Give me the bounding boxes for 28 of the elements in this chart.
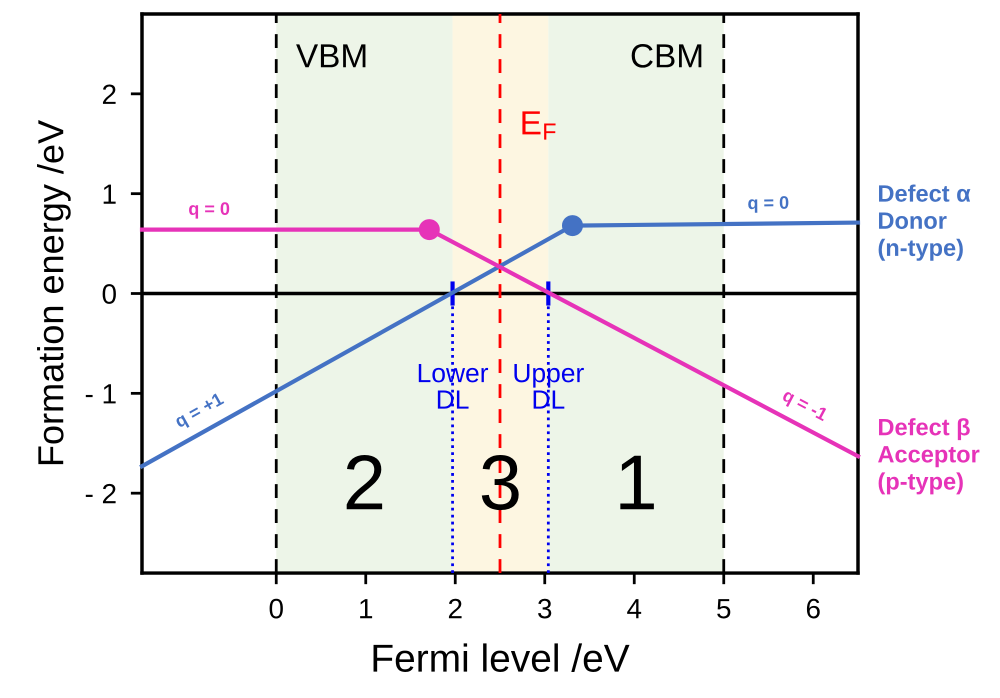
y-tick-label: - 1 (86, 384, 116, 404)
ref-line-label: Upper DL (514, 364, 584, 409)
annotation: q = -1 (780, 388, 829, 424)
ref-line-label: VBM (296, 44, 366, 68)
y-tick-label: 1 (104, 184, 116, 204)
x-tick-label: 5 (717, 599, 730, 618)
y-axis-title: Formation energy /eV (37, 120, 71, 464)
band-label: 1 (620, 456, 654, 510)
y-tick-label: 2 (102, 84, 116, 104)
ref-line-label: Lower DL (418, 364, 488, 409)
ref-line-label: E$_{F}$ (522, 111, 556, 140)
x-tick-label: 1 (360, 599, 372, 618)
x-tick-label: 0 (270, 598, 283, 618)
annotation: q = 0 (189, 202, 230, 219)
band-label: 3 (482, 454, 519, 510)
series-label: Defect β Acceptor (p-type) (878, 418, 980, 494)
x-tick-label: 2 (448, 598, 462, 618)
ref-line-label: CBM (632, 44, 702, 68)
series-label: Defect α Donor (n-type) (878, 184, 970, 261)
x-axis-title: Fermi level /eV (374, 643, 630, 672)
x-tick-label: 3 (538, 598, 552, 618)
annotation: q = +1 (174, 392, 226, 432)
y-tick-label: 0 (102, 284, 116, 304)
y-tick-label: - 2 (86, 484, 116, 504)
band-label: 2 (346, 454, 382, 510)
x-tick-label: 6 (806, 598, 820, 618)
annotation: q = 0 (748, 196, 788, 213)
x-tick-label: 4 (627, 599, 642, 618)
